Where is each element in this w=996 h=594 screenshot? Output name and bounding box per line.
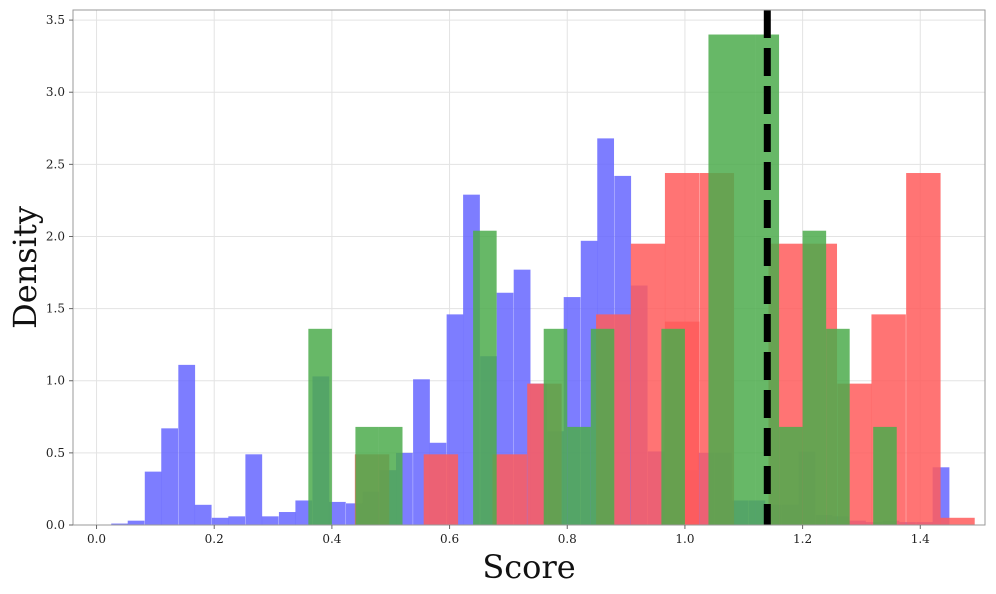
y-tick-label: 3.0 [46, 85, 65, 99]
histogram-bar-series-2 [630, 243, 666, 525]
y-tick-label: 2.0 [46, 229, 65, 243]
histogram-bar-series-3 [779, 426, 803, 525]
histogram-bar-series-1 [211, 517, 229, 525]
histogram-bar-series-3 [661, 328, 685, 525]
histogram-bar-series-1 [161, 428, 179, 525]
histogram-bar-series-3 [731, 34, 756, 526]
histogram-bar-series-3 [567, 426, 591, 525]
histogram-bar-series-1 [261, 516, 279, 525]
histogram-bar-series-2 [492, 454, 527, 525]
y-tick-label: 0.0 [46, 518, 65, 532]
histogram-bar-series-1 [194, 504, 212, 525]
y-tick-label: 3.5 [46, 13, 65, 27]
x-axis-title: Score [482, 548, 575, 586]
x-tick-label: 0.0 [87, 532, 106, 546]
histogram-bar-series-1 [127, 520, 145, 525]
x-tick-label: 1.4 [911, 532, 930, 546]
histogram-bar-series-1 [144, 471, 162, 525]
plot-frame [72, 9, 986, 526]
histogram-bar-series-3 [473, 230, 497, 525]
histogram-bar-series-3 [826, 328, 850, 525]
histogram-bar-series-1 [278, 512, 296, 525]
histogram-bar-series-3 [378, 426, 403, 525]
x-tick-label: 0.8 [558, 532, 577, 546]
histogram-bar-series-1 [228, 516, 246, 525]
x-tick-label: 0.6 [440, 532, 459, 546]
y-tick-label: 1.5 [46, 302, 65, 316]
histogram-bar-series-1 [245, 454, 263, 525]
y-tick-label: 1.0 [46, 374, 65, 388]
y-tick-label: 2.5 [46, 157, 65, 171]
histogram-bar-series-1 [111, 523, 129, 525]
histogram-bar-series-3 [802, 230, 827, 525]
x-tick-label: 1.2 [793, 532, 812, 546]
histogram-bar-series-3 [308, 328, 332, 525]
histogram-bar-series-3 [590, 328, 615, 525]
histogram-bar-series-1 [295, 500, 313, 525]
histogram-bar-series-2 [423, 454, 459, 525]
histogram-bars [111, 34, 975, 526]
histogram-bar-series-3 [708, 34, 732, 526]
axes: 0.0 0.2 0.4 0.6 0.8 1.0 1.2 1.4 0.0 0.5 1.0 1.5 2.0 2… [46, 9, 986, 546]
histogram-bar-series-2 [940, 517, 975, 525]
histogram-bar-series-3 [543, 328, 568, 525]
histogram-bar-series-1 [178, 364, 196, 525]
x-tick-label: 0.4 [322, 532, 341, 546]
histogram-bar-series-1 [328, 501, 346, 525]
histogram-bar-series-3 [873, 426, 897, 525]
histogram-bar-series-2 [906, 173, 941, 525]
x-tick-label: 0.2 [205, 532, 224, 546]
x-tick-label: 1.0 [675, 532, 694, 546]
histogram-bar-series-3 [355, 426, 379, 525]
y-tick-label: 0.5 [46, 446, 65, 460]
y-axis-title: Density [6, 206, 44, 329]
